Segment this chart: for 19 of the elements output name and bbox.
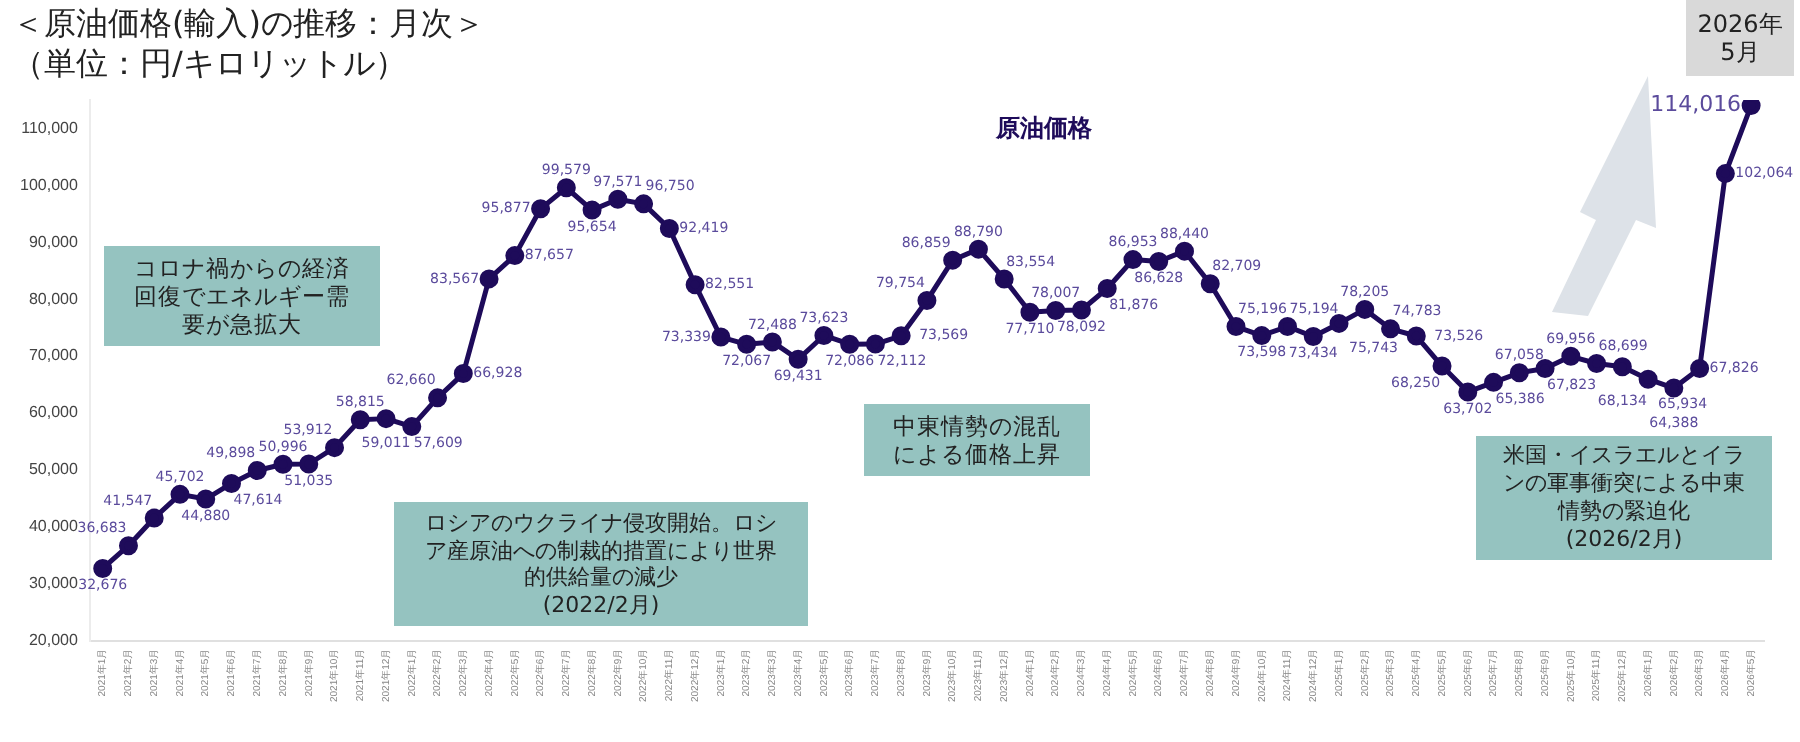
chart-subtitle: （単位：円/キロリットル） [12, 44, 407, 86]
text: 114,016 [1650, 91, 1742, 118]
annotation: 米国・イスラエルとイランの軍事衝突による中東情勢の緊迫化 (2026/2月) [1476, 436, 1772, 560]
annotation: 中東情勢の混乱による価格上昇 [864, 404, 1090, 476]
chart-title: ＜原油価格(輸入)の推移：月次＞ [12, 4, 485, 46]
y-tick-label: 80,000 [28, 289, 79, 308]
y-tick-label: 110,000 [21, 118, 79, 137]
y-tick-label: 50,000 [28, 460, 79, 479]
y-tick-label: 70,000 [28, 346, 79, 365]
y-tick-label: 30,000 [28, 574, 79, 593]
text: 2026年5月 [1686, 0, 1794, 76]
y-tick-label: 60,000 [28, 403, 79, 422]
y-tick-label: 20,000 [28, 631, 79, 650]
y-tick-label: 40,000 [28, 517, 79, 536]
y-tick-label: 90,000 [28, 232, 79, 251]
y-tick-label: 100,000 [19, 175, 79, 194]
text: 原油価格 [994, 114, 1095, 143]
annotation: コロナ禍からの経済回復でエネルギー需要が急拡大 [104, 246, 380, 346]
annotation: ロシアのウクライナ侵攻開始。ロシア産原油への制裁的措置により世界的供給量の減少 (2022/2月) [394, 502, 808, 626]
